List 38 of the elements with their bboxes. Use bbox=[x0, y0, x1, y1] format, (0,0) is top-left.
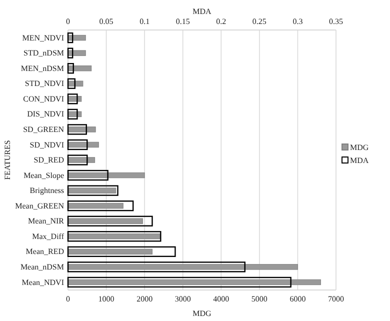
x-tick-label: 4000 bbox=[213, 294, 230, 304]
x2-tick-label: 0.05 bbox=[99, 17, 114, 26]
y-tick-label: Mean_NDVI bbox=[22, 278, 64, 287]
x2-tick-label: 0.1 bbox=[140, 17, 150, 26]
x2-axis-title: MDA bbox=[192, 7, 212, 16]
y-tick-label: CON_NDVI bbox=[23, 94, 64, 104]
y-tick-label: Brightness bbox=[30, 186, 64, 196]
x2-tick-label: 0.25 bbox=[252, 17, 266, 26]
x2-tick-label: 0 bbox=[66, 17, 70, 26]
x2-tick-label: 0.2 bbox=[216, 17, 226, 26]
y-tick-label: SD_GREEN bbox=[23, 125, 64, 134]
x-tick-label: 0 bbox=[66, 294, 70, 304]
x-tick-label: 5000 bbox=[251, 294, 268, 304]
y-tick-label: Max_Diff bbox=[32, 232, 64, 241]
x-tick-label: 1000 bbox=[98, 294, 114, 304]
y-tick-label: STD_nDSM bbox=[24, 48, 64, 58]
y-tick-label: Mean_NIR bbox=[28, 216, 65, 226]
y-tick-label: DIS_NDVI bbox=[27, 110, 64, 119]
x-tick-label: 7000 bbox=[328, 294, 344, 304]
x2-tick-label: 0.15 bbox=[176, 17, 190, 26]
y-tick-label: MEN_nDSM bbox=[20, 64, 64, 73]
x-tick-label: 3000 bbox=[174, 294, 191, 304]
y-tick-label: SD_NDVI bbox=[30, 140, 64, 150]
y-tick-label: MEN_NDVI bbox=[22, 33, 64, 42]
y-tick-label: Mean_RED bbox=[26, 247, 64, 256]
y-tick-label: Mean_GREEN bbox=[15, 201, 64, 210]
legend-label: MDA bbox=[350, 156, 369, 165]
x2-tick-label: 0.35 bbox=[329, 17, 343, 26]
x-tick-label: 6000 bbox=[290, 294, 306, 304]
y-tick-label: Mean_Slope bbox=[24, 170, 64, 180]
y-tick-label: Mean_nDSM bbox=[20, 262, 64, 272]
x2-tick-label: 0.3 bbox=[292, 17, 303, 26]
x-tick-label: 2000 bbox=[136, 294, 153, 304]
x-axis-title: MDG bbox=[192, 309, 212, 318]
y-tick-label: SD_RED bbox=[34, 156, 64, 165]
legend-label: MDG bbox=[350, 143, 369, 152]
y-axis-title: FEATURES bbox=[3, 140, 12, 180]
y-tick-label: STD_NDVI bbox=[24, 79, 64, 88]
